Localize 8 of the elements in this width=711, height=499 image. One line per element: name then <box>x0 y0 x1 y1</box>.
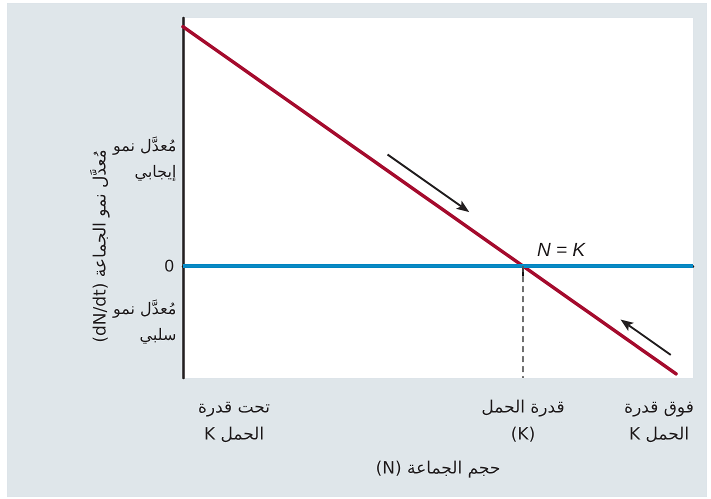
ref-line-label: 0 <box>164 256 174 276</box>
x-tick-label: فوق قدرة الحمل K <box>624 398 694 444</box>
ref-line-label: N = K <box>537 240 586 262</box>
x-tick-label: تحت قدرة الحمل K <box>198 398 270 444</box>
text: مُعدَّل نمو إيجابي <box>113 135 176 184</box>
text: مُعدَّل نمو سلبي <box>113 298 176 346</box>
x-axis-title: حجم الجماعة (N) <box>376 458 500 478</box>
y-axis-title: مُعدَّل نمو الجماعة (dN/dt) <box>89 149 110 343</box>
